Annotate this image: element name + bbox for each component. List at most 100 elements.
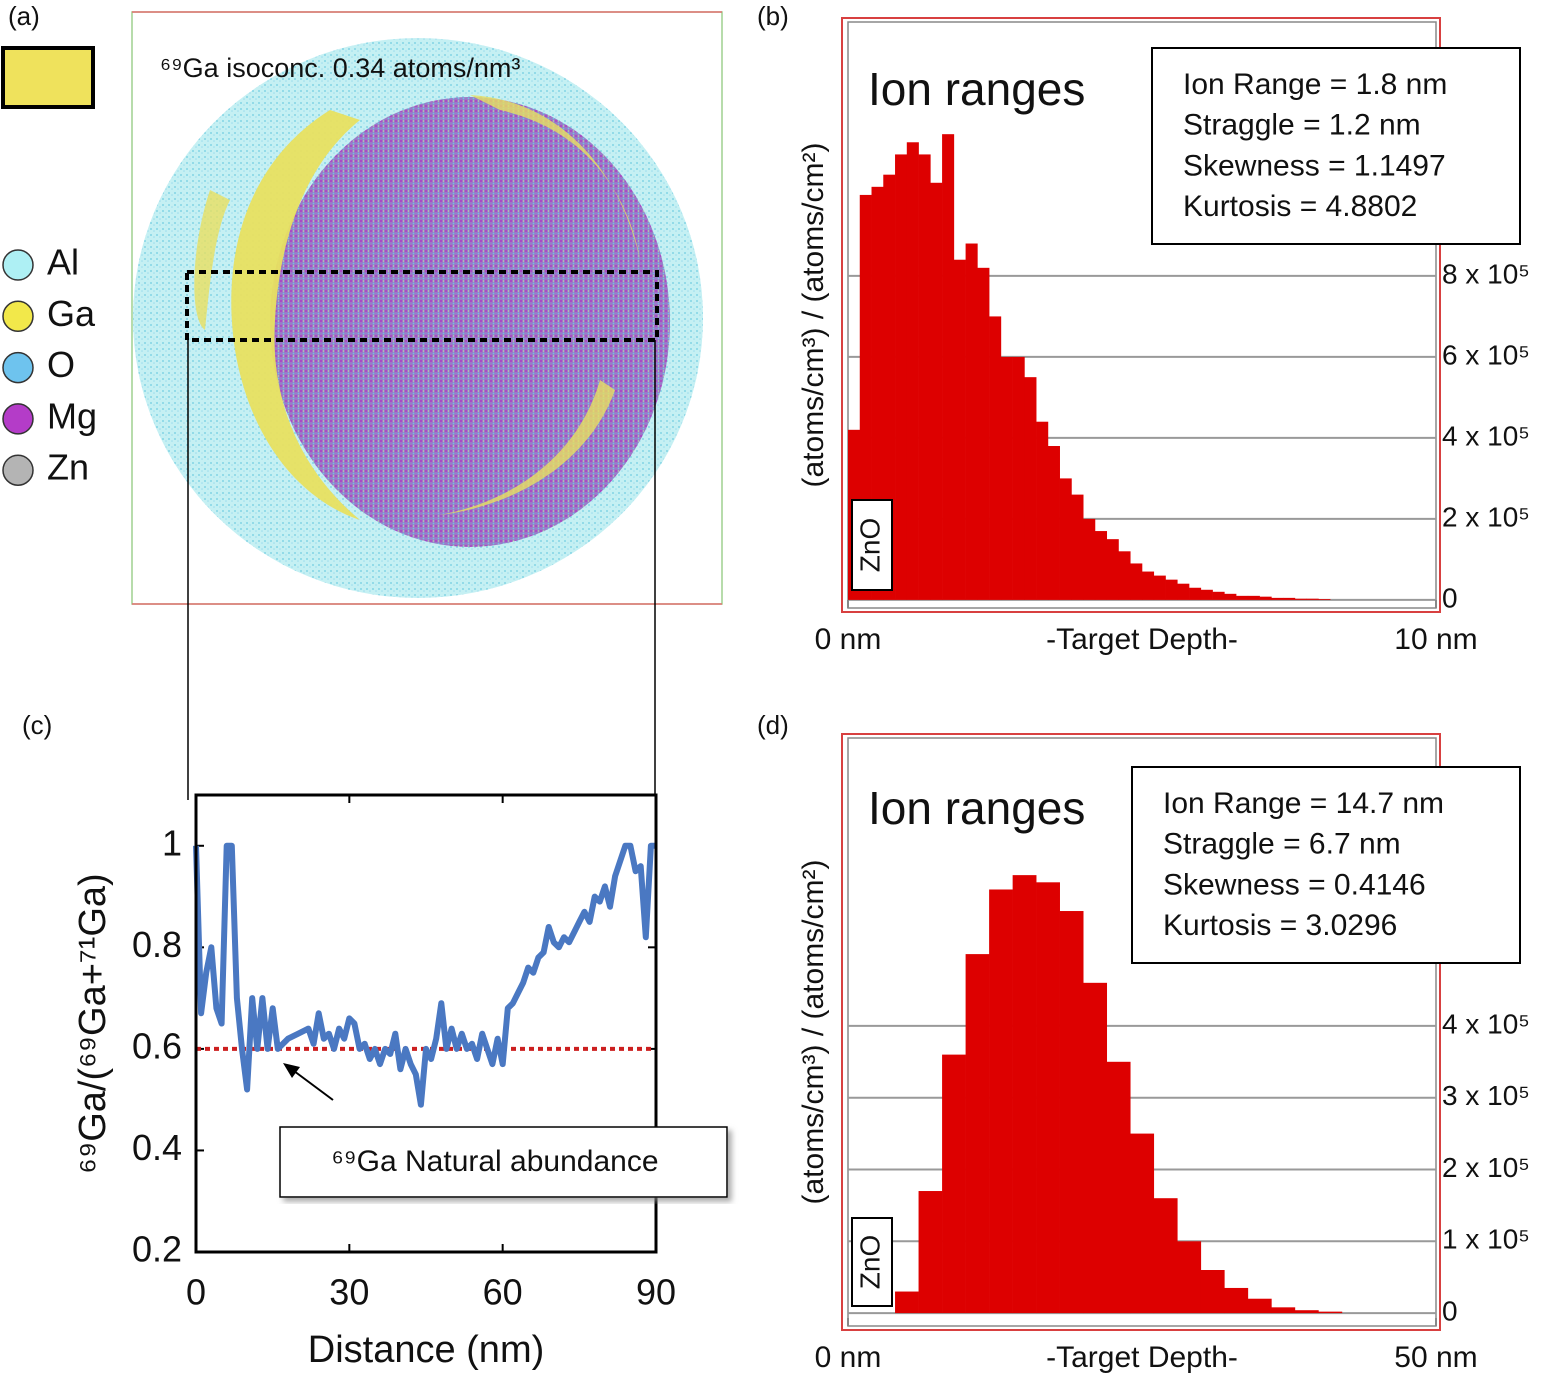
bar xyxy=(930,182,943,600)
bar xyxy=(977,267,990,600)
bar xyxy=(989,316,1002,600)
chart-title: Ion ranges xyxy=(868,782,1085,834)
legend-swatch xyxy=(2,351,34,384)
bar xyxy=(1224,593,1237,600)
annotation: ⁶⁹Ga Natural abundance xyxy=(331,1145,658,1178)
bar xyxy=(1294,1310,1319,1314)
y-tick-label: 2 x 10⁵ xyxy=(1442,1152,1530,1183)
stats-line: Kurtosis = 4.8802 xyxy=(1183,190,1417,223)
bar xyxy=(1130,1133,1155,1314)
bar xyxy=(1200,1270,1225,1314)
bar xyxy=(1212,591,1225,600)
bar xyxy=(1177,583,1190,600)
x-axis-label: -Target Depth- xyxy=(1046,623,1238,656)
y-axis-label: (atoms/cm³) / (atoms/cm²) xyxy=(797,143,830,488)
y-axis-label: (atoms/cm³) / (atoms/cm²) xyxy=(797,860,830,1205)
bar xyxy=(918,1191,943,1314)
stats-line: Skewness = 0.4146 xyxy=(1163,868,1426,901)
legend-label: Mg xyxy=(47,395,97,436)
bar xyxy=(918,154,931,600)
bar xyxy=(1059,911,1084,1314)
bar xyxy=(953,259,966,600)
stats-line: Ion Range = 1.8 nm xyxy=(1183,68,1447,101)
bar xyxy=(1271,1307,1296,1314)
inset-box xyxy=(851,1217,893,1307)
x-tick-label: 0 nm xyxy=(815,623,882,656)
x-tick-label: 90 xyxy=(636,1272,676,1313)
y-tick-label: 8 x 10⁵ xyxy=(1442,258,1530,289)
bar xyxy=(1094,531,1108,600)
arrow-head xyxy=(283,1063,300,1078)
y-tick-label: 3 x 10⁵ xyxy=(1442,1080,1530,1111)
bar xyxy=(1083,982,1108,1314)
y-tick-label: 2 x 10⁵ xyxy=(1442,501,1530,532)
y-tick-label: 0.2 xyxy=(132,1229,182,1270)
bar xyxy=(906,142,919,600)
bar xyxy=(871,186,884,600)
inset-label: ZnO xyxy=(854,518,885,572)
x-axis-label: Distance (nm) xyxy=(308,1329,545,1371)
atom-map xyxy=(131,11,723,800)
bar xyxy=(1189,587,1202,600)
x-tick-label: 0 nm xyxy=(815,1341,882,1374)
annotation-box xyxy=(279,1126,728,1198)
bar xyxy=(1224,1287,1249,1314)
isosurface-swatch xyxy=(1,46,95,109)
bar xyxy=(1130,563,1143,600)
bar xyxy=(1012,875,1037,1314)
stats-box xyxy=(1151,47,1521,245)
stats-box xyxy=(1131,766,1521,964)
bar xyxy=(965,243,978,600)
annotation: ⁶⁹Ga isoconc. 0.34 atoms/nm³ xyxy=(160,53,520,83)
bar xyxy=(1000,356,1013,600)
bar xyxy=(895,1291,919,1314)
y-tick-label: 0.6 xyxy=(132,1025,182,1066)
bar xyxy=(1318,1311,1343,1314)
bar xyxy=(1059,478,1072,600)
y-tick-label: 0 xyxy=(1442,582,1458,613)
stats-line: Straggle = 1.2 nm xyxy=(1183,109,1421,142)
bar xyxy=(1165,579,1178,600)
bar xyxy=(1200,589,1213,600)
x-axis-label: -Target Depth- xyxy=(1046,1341,1238,1374)
bar xyxy=(1036,421,1049,600)
legend-swatch xyxy=(2,249,34,281)
legend-swatch xyxy=(2,403,34,435)
bar xyxy=(1024,377,1037,600)
x-tick-label: 10 nm xyxy=(1394,623,1477,656)
bar xyxy=(1118,551,1131,600)
bar xyxy=(1318,599,1331,600)
bar xyxy=(1071,494,1084,600)
y-tick-label: 0 xyxy=(1442,1295,1458,1326)
stats-line: Kurtosis = 3.0296 xyxy=(1163,909,1397,942)
panel-label: (c) xyxy=(22,710,52,740)
y-tick-label: 1 x 10⁵ xyxy=(1442,1224,1530,1255)
bar xyxy=(1271,597,1284,600)
bar xyxy=(965,954,990,1314)
y-tick-label: 0.8 xyxy=(132,924,182,965)
panel-label: (d) xyxy=(757,710,789,740)
bar xyxy=(1142,571,1155,600)
bar xyxy=(1106,539,1119,600)
x-tick-label: 0 xyxy=(186,1272,206,1313)
x-tick-label: 50 nm xyxy=(1394,1341,1477,1374)
bar xyxy=(1153,1198,1178,1314)
stats-line: Skewness = 1.1497 xyxy=(1183,149,1446,182)
arrow xyxy=(289,1067,334,1101)
legend-label: O xyxy=(47,344,75,385)
panel-label: (a) xyxy=(8,1,40,31)
panel-label: (b) xyxy=(757,1,789,31)
inset-label: ZnO xyxy=(854,1235,885,1289)
y-tick-label: 1 xyxy=(162,822,182,863)
bar xyxy=(942,134,955,600)
y-tick-label: 0.4 xyxy=(132,1127,182,1168)
bar xyxy=(895,154,908,600)
x-tick-label: 60 xyxy=(483,1272,523,1313)
legend-label: Zn xyxy=(47,447,89,488)
stats-line: Straggle = 6.7 nm xyxy=(1163,828,1401,861)
legend: Al Ga O Mg Zn xyxy=(2,242,97,488)
inset-box xyxy=(851,499,893,591)
x-tick-label: 30 xyxy=(329,1272,369,1313)
bar xyxy=(1294,598,1307,600)
